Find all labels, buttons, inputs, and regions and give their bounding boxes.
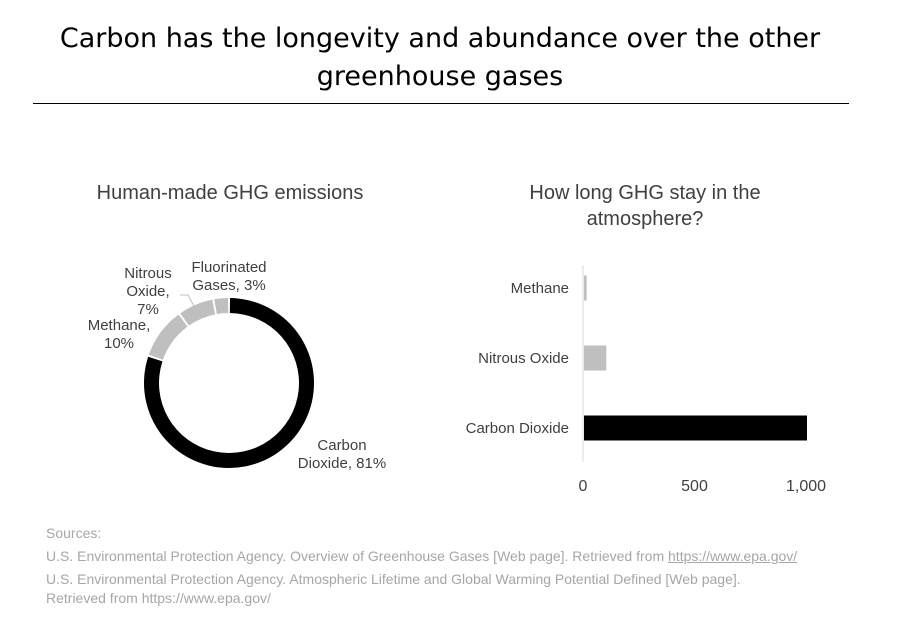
source-2-line-1: U.S. Environmental Protection Agency. At… <box>46 571 741 587</box>
bar-methane <box>584 275 587 301</box>
donut-chart-title: Human-made GHG emissions <box>96 182 364 204</box>
donut-slice-fluorinated-gases <box>214 298 229 315</box>
page-title-line-2: greenhouse gases <box>316 61 564 92</box>
bar-chart-title: How long GHG stay in the atmosphere? <box>529 182 761 230</box>
page-title-line-1: Carbon has the longevity and abundance o… <box>59 23 821 54</box>
sources-section: Sources: U.S. Environmental Protection A… <box>46 524 866 612</box>
bar-x-tick-label-2: 1,000 <box>786 478 826 495</box>
bar-nitrous-oxide <box>584 345 607 371</box>
donut-leader-line-nitrous-oxide <box>180 294 197 311</box>
bar-x-tick-label-0: 0 <box>579 478 588 495</box>
emissions-donut-chart: Carbon Dioxide, 81% Methane, 10%Nitrous Oxid… <box>88 259 386 472</box>
lifetime-bar-chart: Methane Nitrous Oxide Carbon Dioxide 0 500 1,… <box>466 265 826 495</box>
bar-category-label-nitrous-oxide: Nitrous Oxide <box>478 350 569 367</box>
bar-category-label-carbon-dioxide: Carbon Dioxide <box>466 420 569 437</box>
bar-carbon-dioxide <box>584 415 807 441</box>
page-title: Carbon has the longevity and abundance o… <box>40 20 840 96</box>
donut-label-fluorinated-gases: Fluorinated Gases, 3% <box>191 259 266 294</box>
donut-slice-nitrous-oxide <box>180 299 216 326</box>
donut-slice-methane <box>148 314 188 360</box>
bar-category-label-methane: Methane <box>511 280 569 297</box>
donut-label-methane: Methane, 10% <box>88 317 151 352</box>
source-1-link[interactable]: https://www.epa.gov/ <box>668 548 798 564</box>
donut-label-nitrous-oxide: Nitrous Oxide, 7% <box>124 265 172 318</box>
bar-x-tick-label-1: 500 <box>681 478 708 495</box>
source-citation-1: U.S. Environmental Protection Agency. Ov… <box>46 547 866 566</box>
source-1-text: U.S. Environmental Protection Agency. Ov… <box>46 548 669 564</box>
source-2-line-2: Retrieved from https://www.epa.gov/ <box>46 590 271 606</box>
sources-heading: Sources: <box>46 525 102 541</box>
source-citation-2: U.S. Environmental Protection Agency. At… <box>46 570 866 608</box>
title-divider <box>33 103 849 104</box>
donut-label-carbon-dioxide: Carbon Dioxide, 81% <box>298 437 386 472</box>
